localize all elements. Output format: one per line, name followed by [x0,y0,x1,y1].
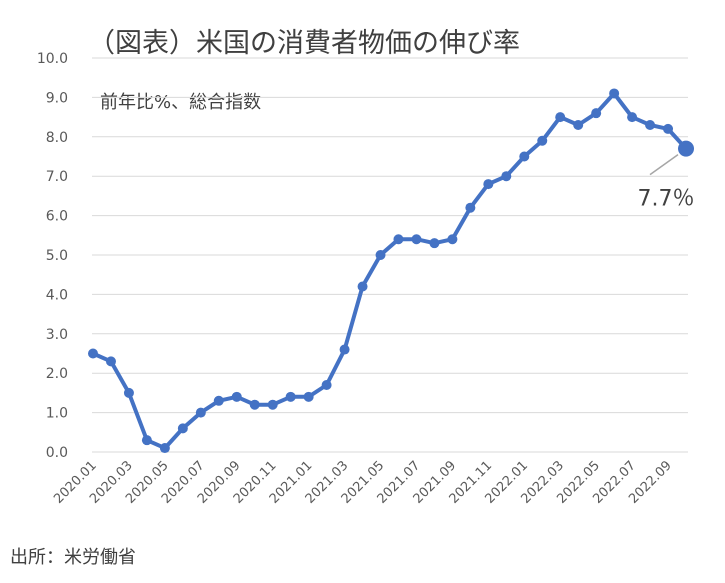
data-point [591,108,602,119]
source-note: 出所：米労働省 [10,547,136,568]
data-point [447,234,458,245]
y-tick-label: 6.0 [46,209,68,225]
data-point [375,250,386,260]
gridlines [92,57,688,453]
data-point [465,202,476,213]
data-point [249,399,260,410]
y-tick-label: 2.0 [46,366,68,382]
data-point [483,179,494,190]
chart-title: （図表）米国の消費者物価の伸び率 [88,28,520,59]
y-tick-label: 9.0 [46,90,68,106]
data-point [393,234,404,245]
data-point [411,234,422,245]
data-point [519,151,530,162]
chart-subtitle: 前年比%、総合指数 [100,92,261,113]
data-point [501,171,512,182]
data-point [195,407,206,418]
data-point [141,435,152,446]
y-tick-label: 0.0 [46,445,68,461]
y-tick-label: 5.0 [46,248,68,264]
data-point [645,119,656,130]
data-point [88,348,98,359]
data-point [573,119,584,130]
data-point [123,387,134,398]
data-point [159,443,170,454]
y-tick-label: 3.0 [46,327,68,343]
data-point [357,281,368,292]
data-point [285,391,296,402]
y-tick-label: 7.0 [46,169,68,185]
y-tick-label: 1.0 [46,406,68,422]
y-axis-tick-labels: 0.0 1.0 2.0 3.0 4.0 5.0 6.0 7.0 8.0 9.0 10.0 [37,51,68,461]
data-point [555,112,566,123]
y-tick-label: 10.0 [37,51,68,67]
data-point [321,380,332,391]
y-tick-label: 8.0 [46,130,68,146]
data-point [231,391,242,402]
data-point [537,135,548,146]
annotation-leader-line [649,154,679,176]
data-point [429,238,440,249]
data-point [213,395,224,406]
data-point [303,391,314,402]
series-line [91,91,688,451]
data-point [609,88,620,99]
data-point-latest [678,140,695,157]
data-point [339,344,350,355]
x-axis-tick-labels: 2020.012020.032020.052020.072020.092020.… [51,458,675,507]
data-point [663,123,674,134]
y-tick-label: 4.0 [46,287,68,303]
data-point [627,112,638,123]
data-point [177,423,188,434]
data-point [267,399,278,410]
data-points [88,88,695,454]
data-point [105,356,116,367]
annotation-label: 7.7％ [638,187,695,212]
